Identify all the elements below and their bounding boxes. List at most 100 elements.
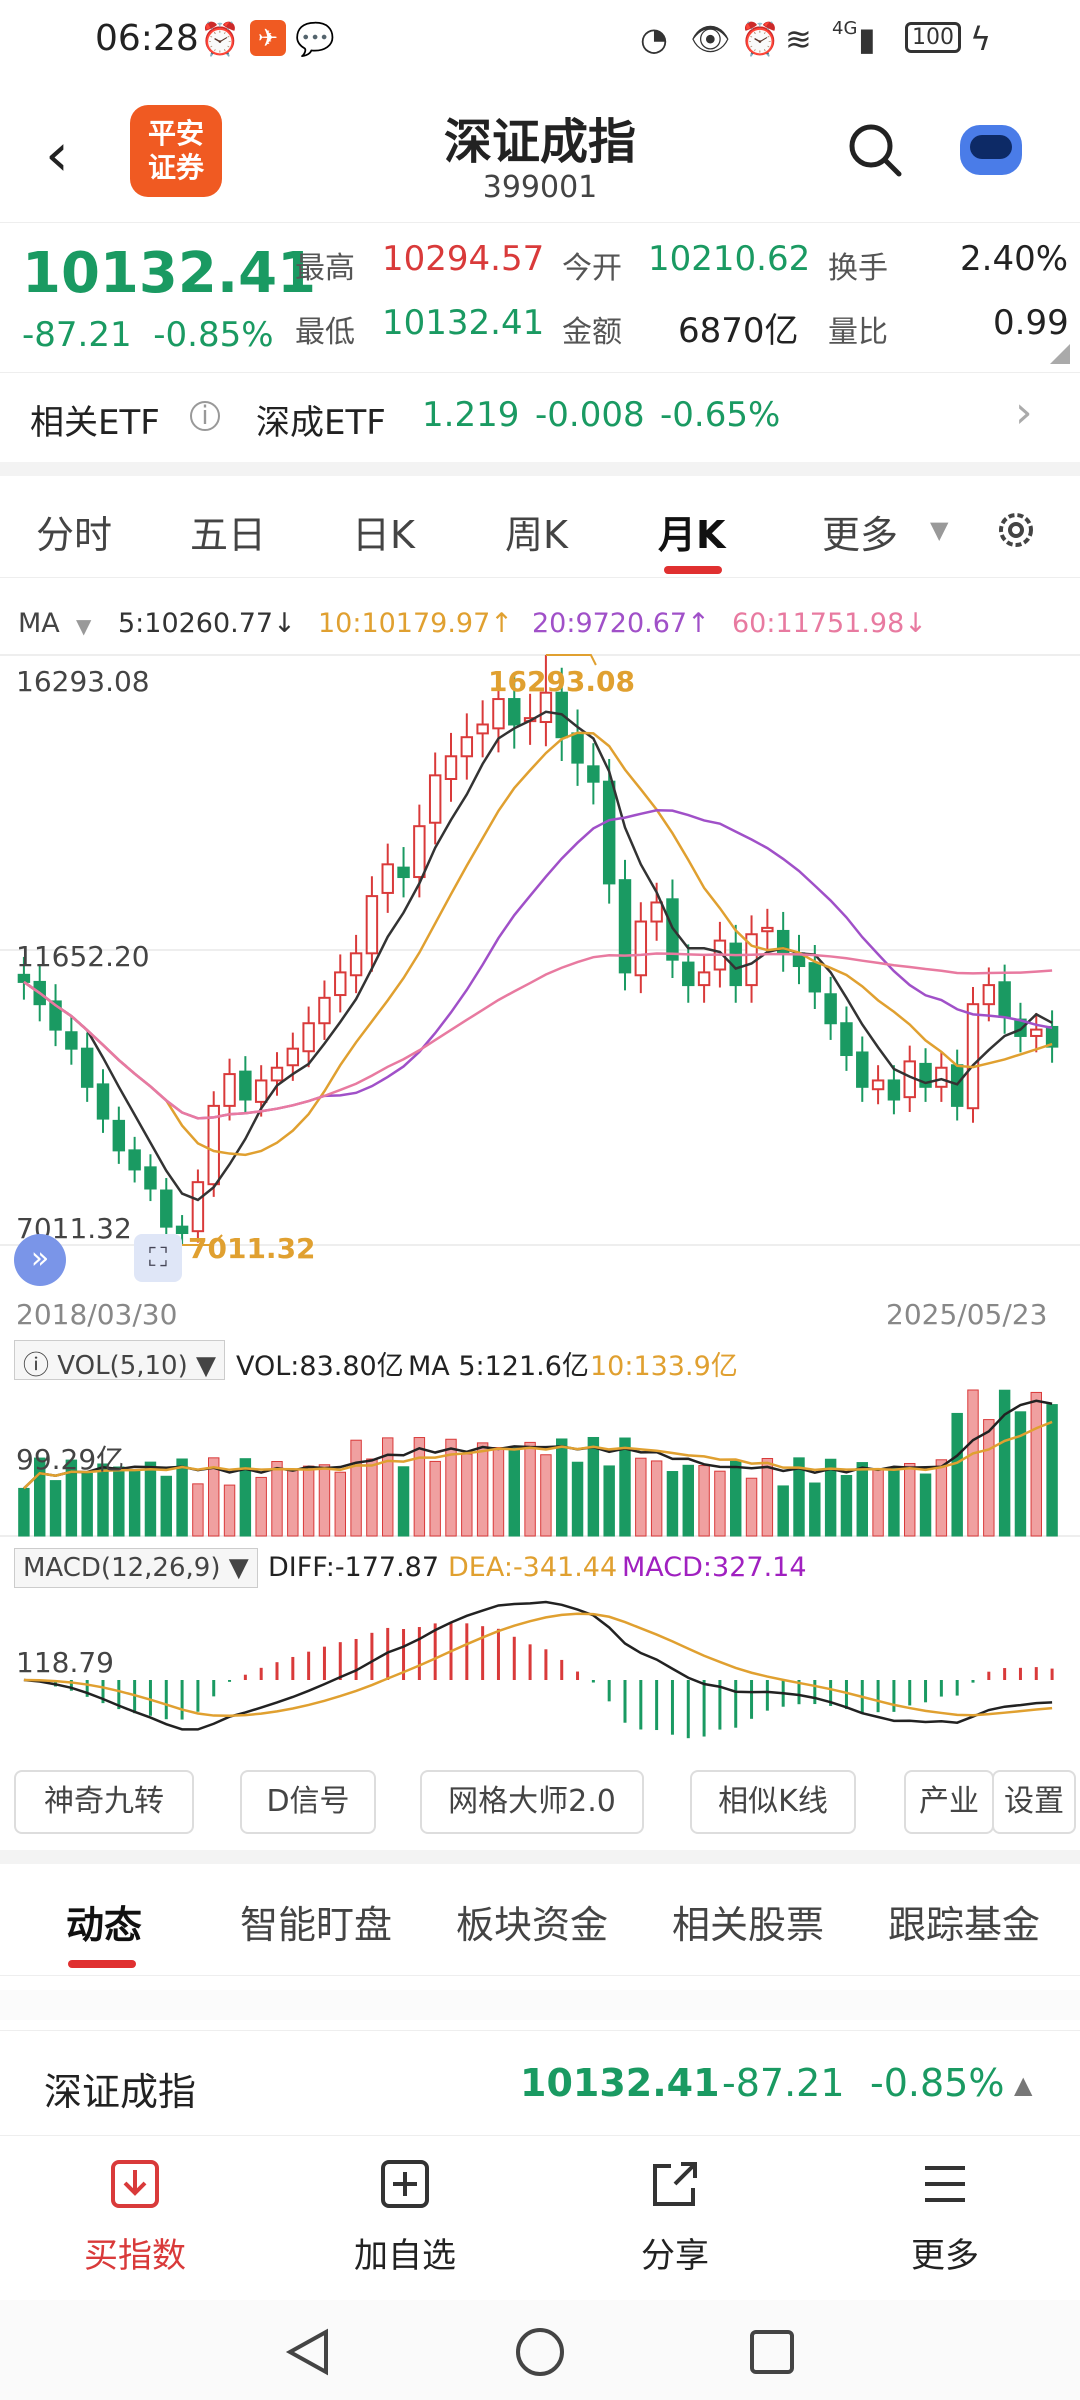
volume-bar	[761, 1457, 774, 1537]
broker-logo[interactable]: 平安 证券	[130, 105, 222, 197]
subtab-tracking-funds[interactable]: 跟踪基金	[888, 1903, 1041, 1947]
subtab-related-stocks[interactable]: 相关股票	[672, 1903, 825, 1947]
expand-corner-icon[interactable]	[1050, 344, 1070, 364]
ma20-value: 20:9720.67↑	[532, 608, 710, 639]
volume-bar	[650, 1460, 663, 1537]
last-price: 10132.41	[22, 241, 317, 306]
alarm-icon: ⏰	[200, 20, 240, 58]
add-square-icon	[381, 2160, 429, 2208]
caret-up-icon[interactable]: ▲	[1014, 2071, 1033, 2099]
volume-bar	[635, 1457, 647, 1537]
volume-bar	[34, 1457, 46, 1537]
volume-bar	[603, 1465, 615, 1537]
change-value: -87.21	[22, 315, 132, 355]
volume-bar	[682, 1464, 694, 1537]
nav-recents-icon[interactable]	[744, 2324, 800, 2380]
tool-grid-master[interactable]: 网格大师2.0	[420, 1770, 644, 1834]
volume-indicator-box[interactable]: ⓘ VOL(5,10) ▼	[14, 1340, 226, 1381]
settings-gear-icon[interactable]	[992, 506, 1040, 554]
more-button[interactable]: 更多	[845, 2156, 1045, 2277]
tool-d-signal[interactable]: D信号	[240, 1770, 376, 1834]
ma-legend[interactable]: MA ▼ 5:10260.77↓ 10:10179.97↑ 20:9720.67…	[0, 600, 1080, 650]
monthly-k-chart[interactable]	[0, 650, 1080, 1310]
candle-body	[286, 1047, 300, 1067]
share-label: 分享	[641, 2236, 709, 2276]
etf-label: 相关ETF	[30, 403, 160, 443]
caret-down-icon[interactable]: ▼	[930, 516, 949, 544]
nav-home-icon[interactable]	[512, 2324, 568, 2380]
candle-body	[239, 1070, 252, 1101]
chevron-right-icon[interactable]: ›	[1015, 387, 1033, 438]
tab-more[interactable]: 更多	[822, 513, 899, 557]
candle-body	[539, 691, 553, 724]
candle-body	[413, 825, 426, 879]
buy-index-button[interactable]: 买指数	[35, 2156, 235, 2277]
tab-five-day[interactable]: 五日	[190, 513, 267, 557]
tool-industry[interactable]: 产业	[904, 1770, 994, 1834]
back-icon[interactable]: ‹	[45, 120, 69, 190]
tab-intraday[interactable]: 分时	[36, 513, 113, 557]
add-watchlist-label: 加自选	[354, 2236, 456, 2276]
menu-list-icon	[925, 2166, 965, 2202]
tab-daily-k[interactable]: 日K	[352, 513, 415, 557]
low-mark-label: 7011.32	[188, 1232, 316, 1265]
volume-bar	[382, 1437, 394, 1537]
macd-indicator-name: MACD(12,26,9)	[23, 1553, 221, 1583]
volume-bar	[793, 1457, 805, 1537]
macd-indicator-box[interactable]: MACD(12,26,9) ▼	[14, 1548, 258, 1588]
volume-bar	[524, 1441, 536, 1537]
tool-similar-k[interactable]: 相似K线	[690, 1770, 856, 1834]
bottom-quote-bar[interactable]: 深证成指 10132.41 -87.21 -0.85% ▲	[0, 2030, 1080, 2130]
candle-body	[49, 1000, 62, 1031]
charging-icon: ϟ	[970, 20, 992, 58]
volume-ratio-label: 量比	[828, 315, 888, 350]
tool-magic-nine[interactable]: 神奇九转	[14, 1770, 194, 1834]
candle-body	[270, 1066, 284, 1082]
candle-body	[1030, 1028, 1043, 1037]
expand-chart-icon[interactable]: ⛶	[134, 1234, 182, 1282]
bottom-index-name: 深证成指	[44, 2070, 197, 2114]
volume-value: VOL:83.80亿	[236, 1351, 404, 1382]
volume-bar	[919, 1473, 932, 1537]
subtab-news[interactable]: 动态	[66, 1903, 143, 1947]
ma-dropdown-icon[interactable]: ▼	[76, 614, 92, 638]
speed-icon: ◔	[640, 20, 668, 58]
fast-forward-icon[interactable]: »	[14, 1234, 66, 1286]
candle-body	[998, 981, 1011, 1018]
info-icon[interactable]: i	[190, 401, 220, 431]
candle-body	[808, 962, 822, 993]
macd-chart[interactable]	[0, 1590, 1080, 1750]
candle-body	[160, 1189, 173, 1228]
volume-bar	[239, 1458, 252, 1537]
search-icon[interactable]	[845, 120, 905, 180]
volume-bar	[461, 1453, 473, 1537]
high-value: 10294.57	[382, 239, 545, 279]
low-mark-leader	[182, 1234, 223, 1246]
volume-bar	[1014, 1411, 1027, 1537]
add-watchlist-button[interactable]: 加自选	[305, 2156, 505, 2277]
volume-chart[interactable]	[0, 1380, 1080, 1540]
candle-body	[476, 723, 489, 735]
related-etf-row[interactable]: 相关ETF i 深成ETF 1.219 -0.008 -0.65% ›	[0, 372, 1080, 462]
price-change: -87.21 -0.85%	[22, 315, 274, 355]
volume-ma10: 10:133.9亿	[590, 1351, 738, 1382]
share-button[interactable]: 分享	[575, 2156, 775, 2277]
candle-body	[935, 1066, 948, 1088]
tab-weekly-k[interactable]: 周K	[505, 513, 568, 557]
buy-download-icon	[111, 2160, 159, 2208]
subtab-smart-watch[interactable]: 智能盯盘	[240, 1903, 393, 1947]
candle-body	[428, 774, 442, 824]
volume-bar	[492, 1447, 505, 1537]
assistant-robot-icon[interactable]	[960, 125, 1022, 175]
ma-label: MA	[18, 608, 60, 639]
tool-settings[interactable]: 设置	[992, 1770, 1076, 1834]
candle-body	[175, 1225, 189, 1235]
volume-bar	[666, 1471, 679, 1537]
tab-monthly-k[interactable]: 月K	[658, 513, 726, 557]
volume-bar	[476, 1442, 489, 1537]
volume-ratio-value: 0.99	[993, 303, 1069, 343]
nav-back-icon[interactable]	[280, 2324, 336, 2380]
subtab-sector-funds[interactable]: 板块资金	[456, 1903, 609, 1947]
volume-bar	[350, 1439, 362, 1537]
volume-bar	[429, 1460, 441, 1537]
